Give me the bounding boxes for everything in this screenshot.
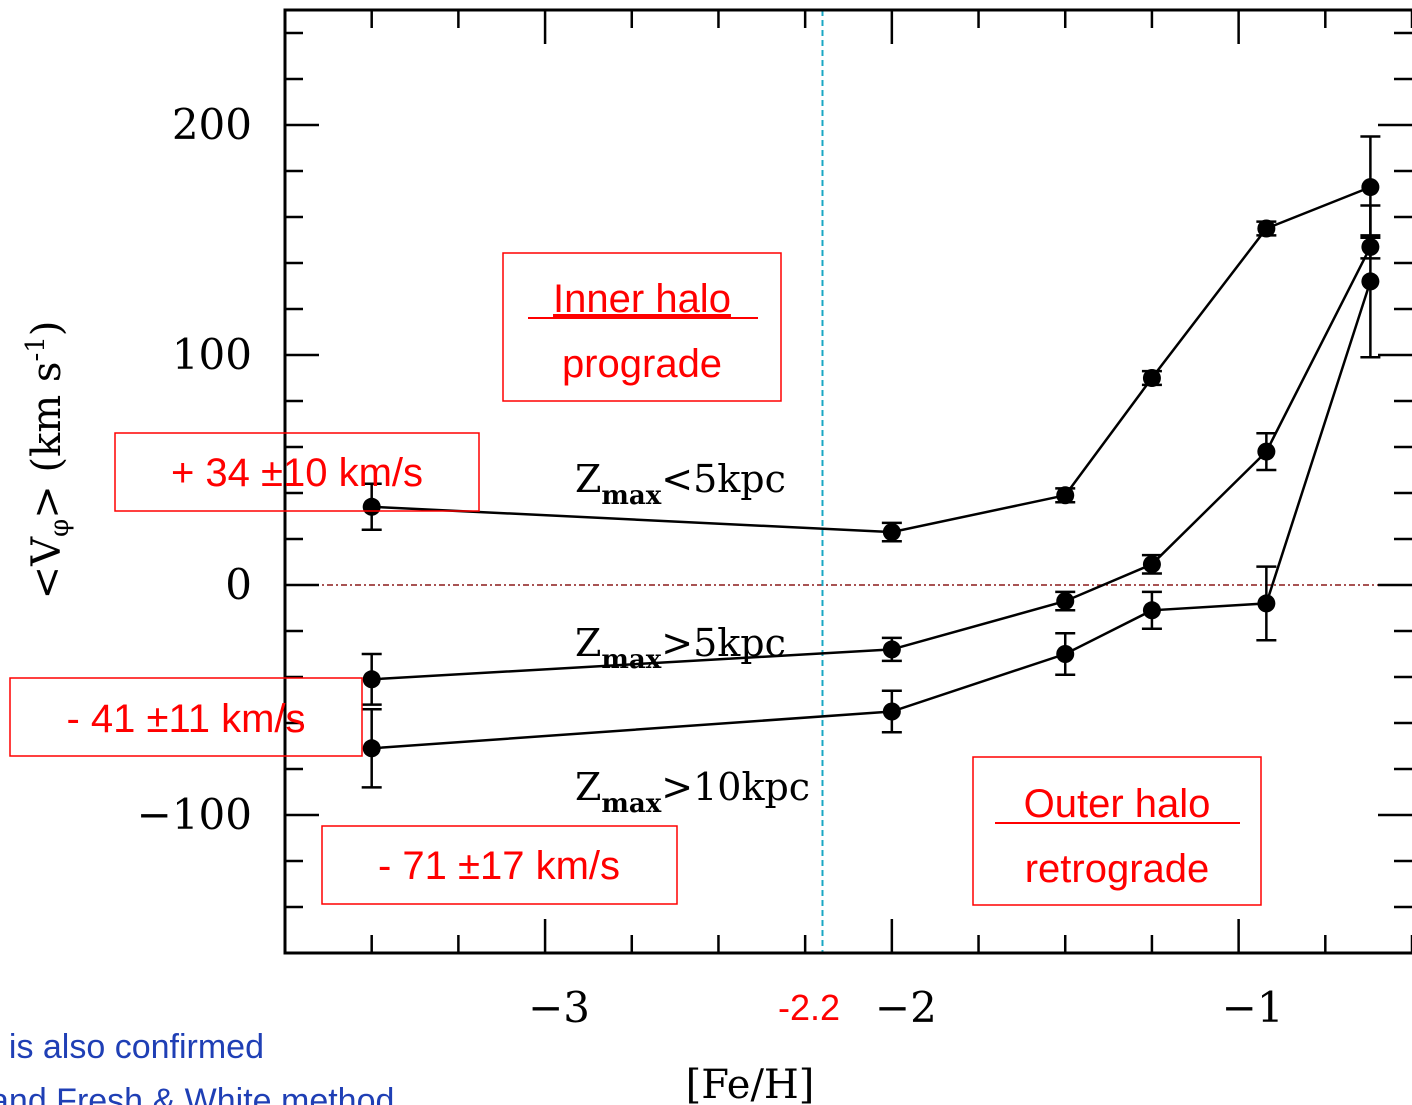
x-tick-label: −3	[528, 983, 590, 1032]
y-axis-title-main: <V	[24, 536, 70, 600]
x-tick-label: −2	[875, 983, 937, 1032]
data-point	[1257, 219, 1276, 238]
x-axis-title: [Fe/H]	[686, 1062, 815, 1105]
series-label-zmax-gt-5: Zmax>5kpc	[575, 621, 786, 675]
data-point	[1257, 442, 1276, 461]
y-axis-title-tail: > (km s	[24, 362, 70, 519]
annotation-outer-halo: Outer halo retrograde	[972, 756, 1262, 906]
data-point	[882, 640, 901, 659]
svg-text:Inner halo: Inner halo	[553, 277, 731, 321]
y-axis-title-close: )	[24, 321, 70, 337]
data-point	[1056, 486, 1075, 505]
y-tick-label: −100	[137, 790, 252, 839]
svg-text:prograde: prograde	[562, 342, 722, 386]
data-point	[1056, 592, 1075, 611]
series-label-zmax-lt-5: Zmax<5kpc	[575, 457, 786, 511]
svg-text:retrograde: retrograde	[1025, 847, 1210, 891]
annotation-value-3: - 71 ±17 km/s	[321, 825, 678, 905]
reference-lines	[285, 10, 1412, 953]
footnote-line-1: t is also confirmed	[0, 1028, 264, 1066]
y-axis-title-sub: φ	[45, 519, 75, 537]
threshold-label: -2.2	[778, 987, 840, 1028]
series-layer	[361, 135, 1381, 789]
series-label-zmax-gt-10: Zmax>10kpc	[575, 765, 810, 819]
data-point	[882, 523, 901, 542]
axes: −3 −2 −1 200 100 0 −100	[137, 8, 1412, 1032]
series-0	[361, 135, 1381, 543]
footnote-line-2: and Fresh & White method	[0, 1082, 394, 1105]
ticks	[285, 10, 1412, 953]
svg-text:Outer halo: Outer halo	[1024, 782, 1211, 826]
data-point	[882, 702, 901, 721]
data-point	[362, 739, 381, 758]
series-line	[371, 185, 1371, 534]
annotation-value-2: - 41 ±11 km/s	[9, 677, 363, 757]
y-tick-label: 200	[172, 100, 252, 149]
svg-text:- 71 ±17 km/s: - 71 ±17 km/s	[378, 844, 620, 888]
data-point	[1142, 555, 1161, 574]
svg-text:+ 34 ±10 km/s: + 34 ±10 km/s	[171, 451, 423, 495]
tick-labels: −3 −2 −1 200 100 0 −100	[137, 100, 1284, 1032]
plot-frame	[283, 8, 1412, 955]
y-axis-title-sup: -1	[21, 336, 51, 361]
y-tick-label: 0	[225, 560, 252, 609]
svg-text:- 41 ±11 km/s: - 41 ±11 km/s	[66, 697, 305, 741]
data-point	[1056, 645, 1075, 663]
x-tick-label: −1	[1222, 983, 1284, 1032]
data-point	[1142, 601, 1161, 620]
y-tick-label: 100	[172, 330, 252, 379]
series-line	[371, 246, 1372, 681]
y-axis-title: <Vφ> (km s-1)	[21, 321, 75, 600]
data-point	[1361, 272, 1380, 291]
data-point	[1142, 369, 1161, 387]
series-line	[371, 281, 1372, 750]
series-2	[361, 204, 1381, 789]
data-point	[362, 497, 381, 516]
data-point	[1361, 178, 1380, 197]
data-point	[362, 670, 381, 689]
data-point	[1257, 594, 1276, 613]
annotation-value-1: + 34 ±10 km/s	[114, 432, 480, 512]
annotation-inner-halo: Inner halo prograde	[502, 252, 782, 402]
